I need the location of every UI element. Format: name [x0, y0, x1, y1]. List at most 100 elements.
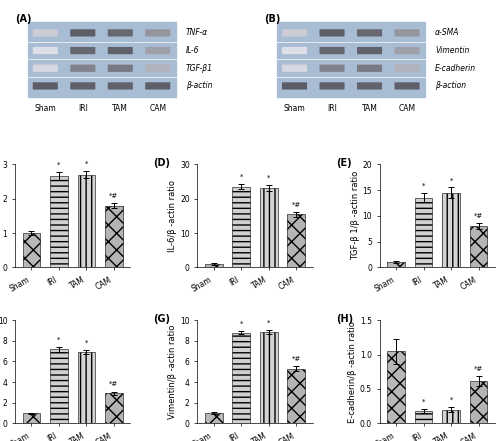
FancyBboxPatch shape	[70, 47, 96, 54]
Text: *: *	[58, 162, 60, 168]
FancyBboxPatch shape	[108, 82, 133, 90]
Bar	[26, 21, 176, 98]
Y-axis label: IL-6/β -actin ratio: IL-6/β -actin ratio	[168, 180, 177, 252]
Text: β-actin: β-actin	[186, 82, 212, 90]
FancyBboxPatch shape	[108, 47, 133, 54]
Text: (B): (B)	[264, 14, 280, 24]
Bar	[22, 233, 40, 267]
Text: TAM: TAM	[362, 104, 378, 112]
Text: *#: *#	[474, 366, 483, 372]
Bar	[205, 413, 222, 423]
Bar	[276, 21, 426, 98]
FancyBboxPatch shape	[282, 82, 307, 90]
Bar	[232, 333, 250, 423]
Bar	[260, 188, 278, 267]
FancyBboxPatch shape	[108, 29, 133, 37]
FancyBboxPatch shape	[394, 82, 419, 90]
FancyBboxPatch shape	[70, 82, 96, 90]
Text: TGF-β1: TGF-β1	[186, 64, 213, 73]
Text: *#: *#	[292, 356, 301, 362]
Text: β-action: β-action	[435, 82, 466, 90]
Text: *: *	[450, 177, 452, 183]
Text: *: *	[450, 397, 452, 403]
Bar	[387, 351, 405, 423]
Text: (H): (H)	[336, 314, 353, 324]
Bar	[414, 411, 432, 423]
Bar	[288, 214, 305, 267]
FancyBboxPatch shape	[145, 82, 171, 90]
Bar	[470, 226, 488, 267]
Bar	[50, 176, 68, 267]
Text: *: *	[84, 340, 88, 346]
FancyBboxPatch shape	[32, 82, 58, 90]
FancyBboxPatch shape	[357, 47, 382, 54]
Text: *#: *#	[292, 202, 301, 208]
Bar	[442, 410, 460, 423]
Text: Vimentin: Vimentin	[435, 46, 470, 55]
Text: *: *	[267, 175, 270, 181]
Bar	[105, 206, 123, 267]
Text: *: *	[240, 174, 243, 180]
Text: *: *	[422, 399, 426, 405]
FancyBboxPatch shape	[145, 29, 171, 37]
Bar	[78, 352, 96, 423]
Text: (G): (G)	[154, 314, 170, 324]
Bar	[442, 193, 460, 267]
Text: IRI: IRI	[78, 104, 88, 112]
FancyBboxPatch shape	[357, 29, 382, 37]
Bar	[387, 262, 405, 267]
Bar	[232, 187, 250, 267]
Text: IL-6: IL-6	[186, 46, 200, 55]
FancyBboxPatch shape	[320, 47, 344, 54]
FancyBboxPatch shape	[320, 65, 344, 72]
FancyBboxPatch shape	[108, 65, 133, 72]
Bar	[22, 413, 40, 423]
Bar	[260, 332, 278, 423]
Bar	[50, 349, 68, 423]
Text: (E): (E)	[336, 158, 351, 168]
Text: Sham: Sham	[284, 104, 306, 112]
Bar	[414, 198, 432, 267]
Text: *: *	[422, 183, 426, 189]
FancyBboxPatch shape	[357, 65, 382, 72]
FancyBboxPatch shape	[145, 47, 171, 54]
Text: IRI: IRI	[327, 104, 337, 112]
Text: (D): (D)	[154, 158, 170, 168]
Bar	[470, 381, 488, 423]
Text: *: *	[240, 321, 243, 327]
Bar	[78, 175, 96, 267]
FancyBboxPatch shape	[70, 29, 96, 37]
Text: *: *	[58, 336, 60, 342]
Text: *#: *#	[110, 193, 118, 198]
Text: E-cadherin: E-cadherin	[435, 64, 476, 73]
Y-axis label: Vimentin/β -actin ratio: Vimentin/β -actin ratio	[168, 325, 177, 419]
FancyBboxPatch shape	[282, 65, 307, 72]
FancyBboxPatch shape	[145, 65, 171, 72]
Text: *: *	[267, 320, 270, 326]
Bar	[205, 264, 222, 267]
FancyBboxPatch shape	[320, 82, 344, 90]
FancyBboxPatch shape	[394, 29, 419, 37]
Text: CAM: CAM	[149, 104, 166, 112]
Text: *#: *#	[474, 213, 483, 219]
Bar	[105, 393, 123, 423]
FancyBboxPatch shape	[282, 29, 307, 37]
Text: Sham: Sham	[34, 104, 56, 112]
FancyBboxPatch shape	[70, 65, 96, 72]
FancyBboxPatch shape	[394, 47, 419, 54]
Text: *: *	[84, 161, 88, 167]
Y-axis label: E-cadherin/β -actin ratio: E-cadherin/β -actin ratio	[348, 321, 357, 423]
Bar	[288, 369, 305, 423]
FancyBboxPatch shape	[394, 65, 419, 72]
Text: α-SMA: α-SMA	[435, 28, 460, 37]
Text: (A): (A)	[15, 14, 32, 24]
FancyBboxPatch shape	[32, 47, 58, 54]
FancyBboxPatch shape	[282, 47, 307, 54]
FancyBboxPatch shape	[32, 65, 58, 72]
FancyBboxPatch shape	[320, 29, 344, 37]
Text: *#: *#	[110, 381, 118, 388]
Y-axis label: TGF-β 1/β -actin ratio: TGF-β 1/β -actin ratio	[350, 171, 360, 261]
Text: CAM: CAM	[398, 104, 415, 112]
FancyBboxPatch shape	[357, 82, 382, 90]
Text: TAM: TAM	[112, 104, 128, 112]
